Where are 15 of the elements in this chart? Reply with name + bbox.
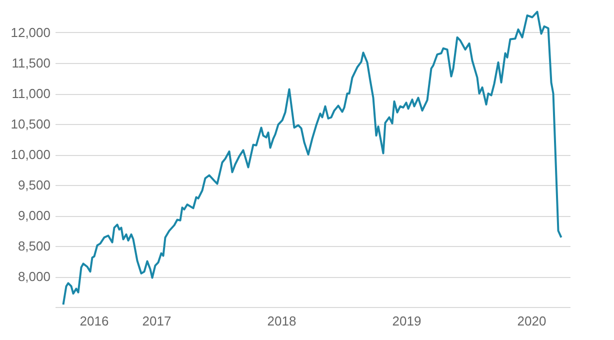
y-tick-label: 8,500 (18, 238, 50, 254)
y-tick-label: 12,000 (10, 25, 50, 40)
y-tick-label: 11,500 (12, 56, 50, 70)
x-tick-label: 2019 (392, 314, 422, 328)
line-series (62, 10, 562, 306)
x-tick-label: 2017 (142, 314, 172, 328)
y-tick-label: 8,000 (18, 269, 50, 284)
y-tick-label: 9,000 (18, 208, 50, 223)
y-tick-label: 9,500 (18, 178, 50, 192)
y-tick-label: 11,000 (12, 86, 50, 101)
y-tick-label: 10,000 (10, 147, 50, 162)
x-tick-label: 2016 (80, 314, 109, 328)
x-tick-label: 2020 (517, 314, 546, 328)
x-tick-label: 2018 (267, 314, 296, 328)
y-tick-label: 10,500 (10, 116, 50, 132)
